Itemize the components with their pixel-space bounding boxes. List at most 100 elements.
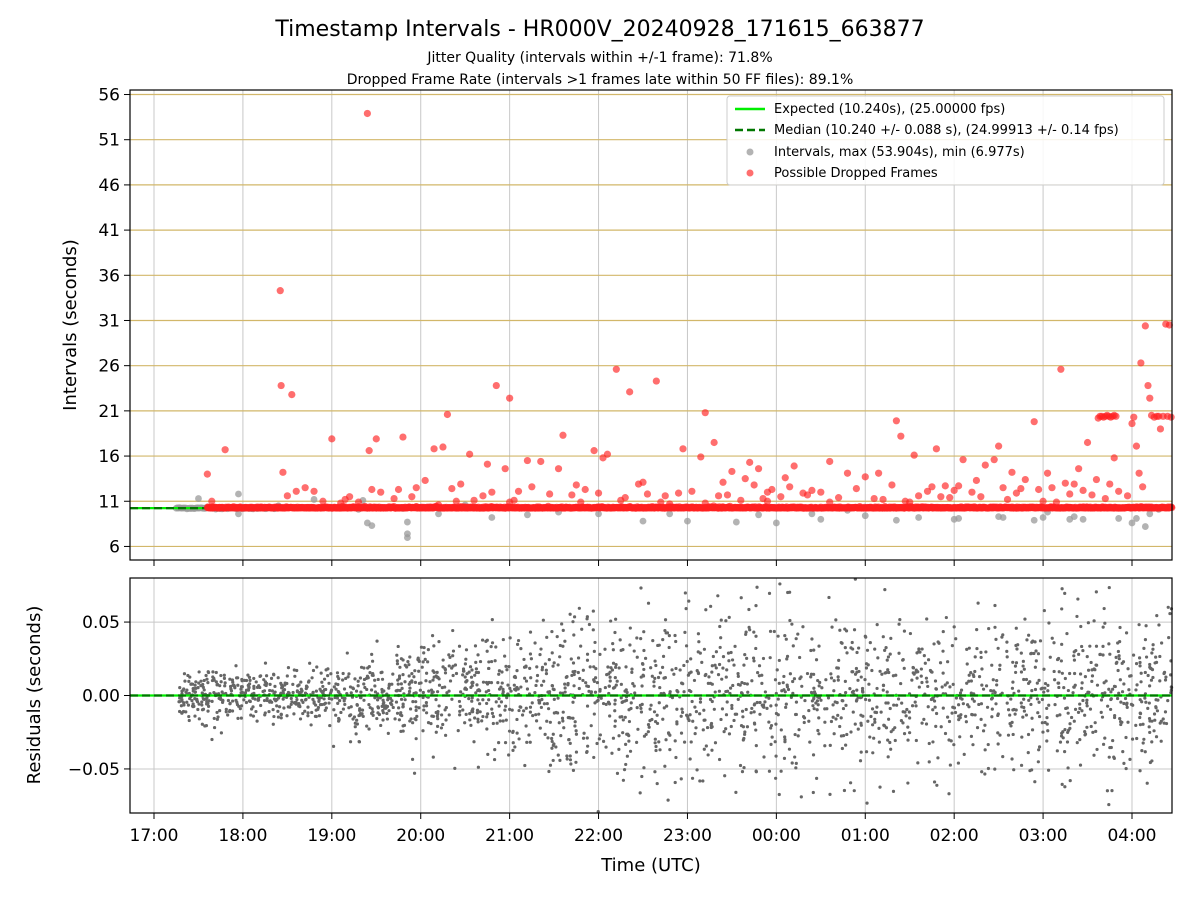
residual-point-1680	[1140, 749, 1144, 753]
residual-point-806	[291, 690, 295, 695]
residual-point-776	[615, 679, 619, 683]
legend-dropped-swatch	[746, 169, 754, 177]
dropped-point-1977	[826, 498, 834, 506]
dropped-point-1862	[590, 447, 598, 455]
residual-point-1928	[489, 659, 494, 664]
residual-point-1078	[327, 681, 331, 685]
dropped-point-1836	[421, 476, 429, 485]
residual-point-836	[524, 724, 528, 728]
dropped-point-1921	[946, 494, 954, 502]
residual-point-1331	[310, 676, 314, 680]
residual-point-2212	[360, 708, 365, 712]
residual-point-1574	[592, 649, 596, 653]
residual-point-1911	[631, 696, 635, 700]
residual-point-1914	[1092, 753, 1096, 757]
residual-point-1193	[328, 723, 332, 728]
residual-point-2333	[1075, 614, 1079, 619]
residual-point-2222	[936, 756, 940, 760]
residual-point-1661	[1154, 735, 1159, 739]
residual-point-1978	[781, 681, 785, 685]
residual-point-689	[900, 701, 904, 705]
residual-point-659	[572, 615, 577, 619]
dropped-point-1937	[1035, 485, 1043, 494]
residual-point-1947	[905, 707, 909, 712]
residuals-y-axis-label: Residuals (seconds)	[24, 606, 45, 785]
residual-point-2353	[564, 675, 568, 679]
residual-point-490	[1111, 687, 1115, 691]
residual-point-1009	[193, 683, 197, 687]
residual-point-1403	[1066, 766, 1070, 770]
residual-point-1293	[751, 656, 756, 660]
residual-point-1015	[544, 672, 549, 676]
dropped-point-1906	[861, 473, 869, 481]
residual-point-2374	[712, 707, 716, 711]
residual-point-1636	[774, 722, 778, 726]
residual-point-518	[528, 652, 533, 656]
residual-point-2230	[1088, 707, 1093, 711]
residual-point-1960	[322, 688, 327, 692]
residual-point-1610	[495, 721, 499, 725]
residual-point-268	[534, 719, 539, 723]
residual-point-150	[571, 661, 576, 665]
residual-point-2253	[693, 732, 697, 736]
residual-point-730	[1065, 631, 1069, 636]
residual-point-2127	[608, 670, 612, 674]
residual-point-666	[473, 644, 478, 648]
residual-point-1621	[403, 680, 407, 684]
residual-point-2393	[758, 712, 762, 716]
residual-point-919	[205, 677, 209, 681]
residual-point-736	[816, 703, 820, 707]
residual-point-690	[447, 653, 451, 657]
residual-point-1729	[481, 698, 485, 702]
residual-point-2165	[247, 682, 252, 686]
residual-point-894	[920, 680, 924, 685]
residual-point-952	[1050, 636, 1054, 640]
residual-point-2228	[462, 669, 466, 673]
residual-point-367	[689, 657, 693, 661]
residual-point-2250	[1069, 715, 1074, 720]
residual-point-2336	[741, 725, 746, 729]
residual-point-21	[414, 737, 418, 741]
residual-point-234	[606, 665, 610, 669]
residual-point-92	[678, 668, 682, 672]
residual-point-2265	[614, 665, 618, 669]
residual-point-202	[1005, 655, 1009, 659]
residual-point-2182	[491, 721, 495, 726]
residual-point-2035	[528, 705, 533, 709]
residual-point-1726	[965, 647, 969, 652]
residual-point-371	[301, 711, 305, 716]
residual-point-612	[560, 622, 564, 626]
residual-point-1734	[839, 640, 843, 645]
residual-point-2332	[1142, 737, 1146, 741]
residual-point-1524	[967, 646, 971, 650]
residual-point-341	[426, 660, 430, 664]
residual-point-2091	[337, 717, 341, 722]
dropped-point-1917	[928, 483, 936, 491]
interval-point-123	[817, 515, 825, 523]
residual-point-1822	[783, 737, 787, 742]
residual-point-402	[341, 707, 345, 711]
residual-point-273	[1038, 639, 1043, 643]
residual-point-1668	[1072, 650, 1076, 654]
residual-point-290	[395, 662, 400, 666]
time-xtick-label-11: 04:00	[1107, 826, 1156, 846]
dropped-point-1875	[666, 500, 674, 508]
residual-point-2103	[523, 676, 527, 680]
residual-point-1356	[547, 690, 552, 694]
residual-point-1713	[842, 788, 847, 793]
dropped-point-1980	[657, 498, 665, 506]
residual-point-2187	[190, 699, 194, 703]
residual-point-1439	[729, 724, 733, 729]
residual-point-865	[1036, 711, 1040, 715]
residual-point-1271	[474, 667, 478, 671]
residual-point-257	[412, 675, 416, 679]
residual-point-1513	[1101, 625, 1105, 629]
residual-point-1303	[570, 673, 574, 678]
dropped-point-1976	[906, 498, 914, 506]
residual-point-2012	[515, 685, 519, 690]
residual-point-2335	[1103, 621, 1107, 625]
dropped-point-1889	[750, 481, 758, 489]
residual-point-692	[320, 680, 324, 684]
residual-point-1224	[1151, 647, 1155, 651]
residual-point-1143	[233, 686, 237, 690]
